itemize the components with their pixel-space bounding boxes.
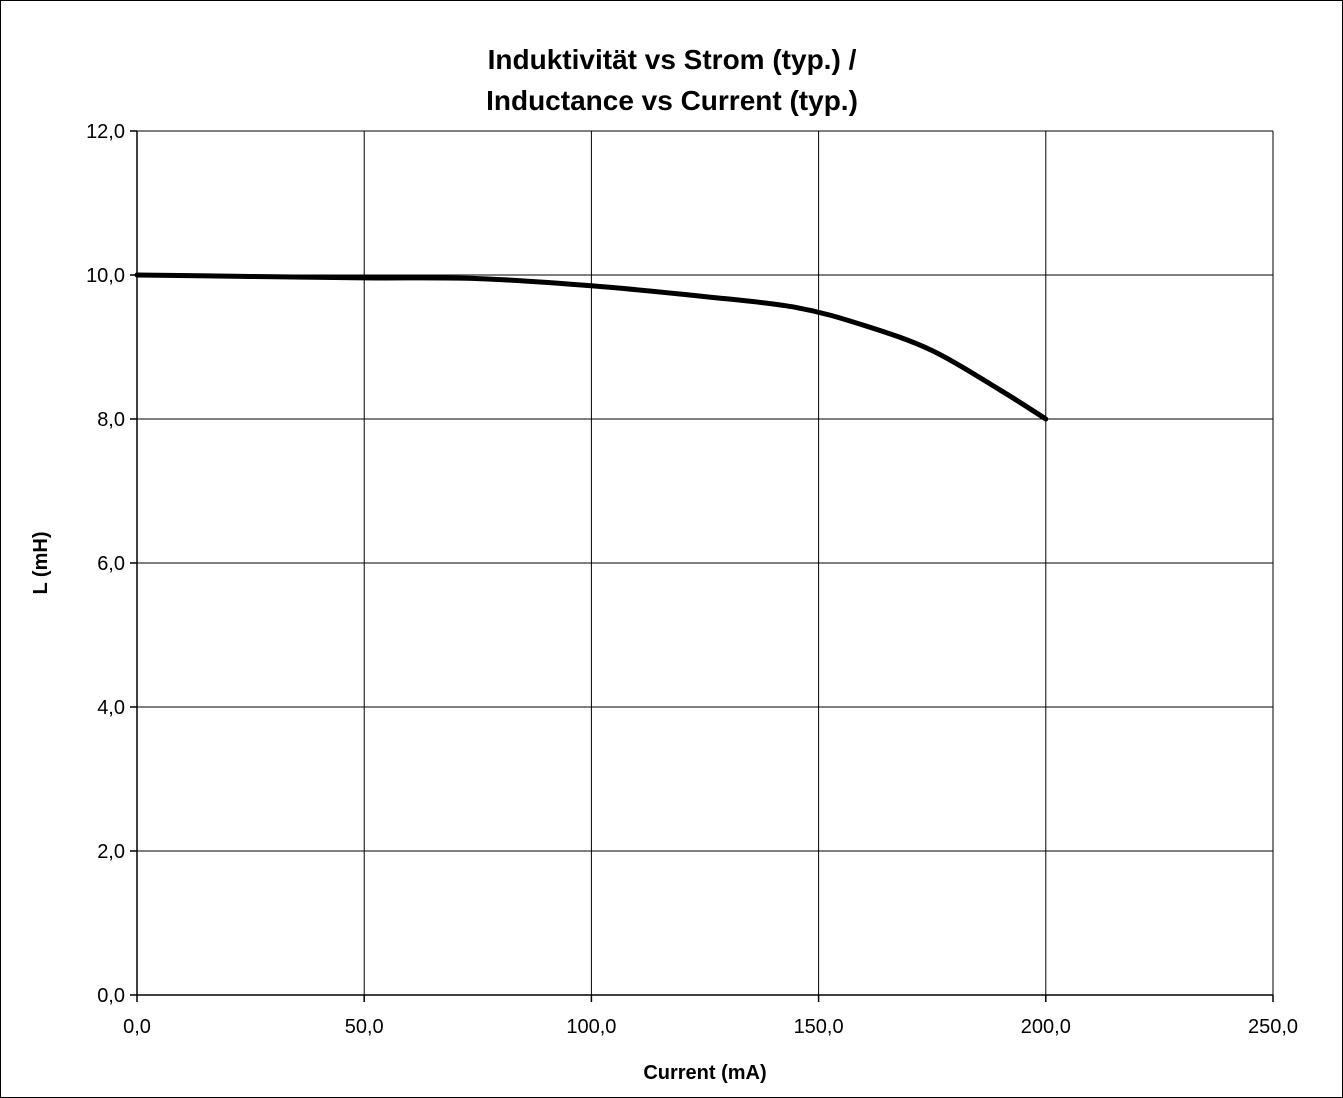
plot-area: 0,0 2,0 4,0 6,0 8,0 10,0 12,0 0,0 50,0 100,0 150,0… xyxy=(86,121,1298,1038)
x-tick-label-5: 250,0 xyxy=(1248,1016,1298,1038)
y-tick-label-5: 10,0 xyxy=(86,265,125,287)
y-tick-label-4: 8,0 xyxy=(97,409,125,431)
x-tick-label-2: 100,0 xyxy=(566,1016,616,1038)
chart-title-line-1: Induktivität vs Strom (typ.) / xyxy=(488,44,857,75)
y-tick-label-3: 6,0 xyxy=(97,553,125,575)
y-tick-label-1: 2,0 xyxy=(97,841,125,863)
x-tick-label-1: 50,0 xyxy=(345,1016,384,1038)
x-tick-label-0: 0,0 xyxy=(123,1016,151,1038)
x-axis-title: Current (mA) xyxy=(643,1062,766,1084)
y-tick-label-2: 4,0 xyxy=(97,697,125,719)
y-axis-title: L (mH) xyxy=(30,532,52,595)
series-line-0 xyxy=(134,272,1049,422)
x-tick-label-3: 150,0 xyxy=(794,1016,844,1038)
y-tick-label-0: 0,0 xyxy=(97,985,125,1007)
x-tick-label-4: 200,0 xyxy=(1021,1016,1071,1038)
chart-title-line-2: Inductance vs Current (typ.) xyxy=(486,85,858,116)
y-tick-label-6: 12,0 xyxy=(86,121,125,143)
